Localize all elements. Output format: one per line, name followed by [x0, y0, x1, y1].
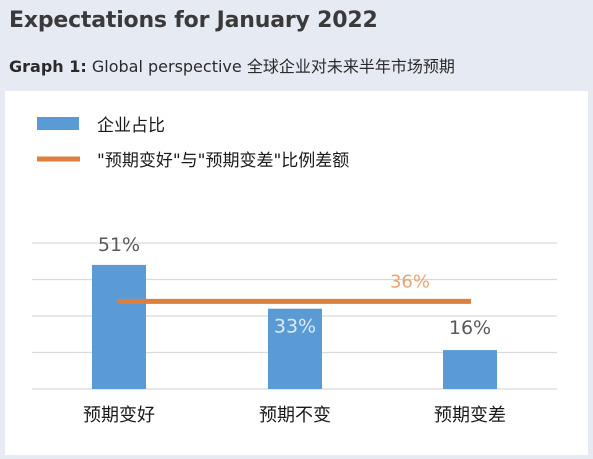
subtitle-lead: Graph 1:	[9, 57, 87, 76]
bar-data-label: 16%	[449, 317, 491, 339]
subtitle-text: Global perspective 全球企业对未来半年市场预期	[91, 57, 455, 76]
bar	[92, 264, 146, 389]
x-tick-label: 预期变差	[434, 405, 506, 426]
page-subtitle: Graph 1: Global perspective 全球企业对未来半年市场预…	[9, 53, 455, 77]
bar	[443, 350, 497, 389]
legend-swatch-bar	[37, 117, 79, 130]
page-title: Expectations for January 2022	[9, 8, 378, 33]
data-labels: 51% 33% 16% 36%	[98, 234, 491, 339]
bar	[268, 308, 322, 389]
bar-data-label: 51%	[98, 234, 140, 256]
legend-label-bar: 企业占比	[97, 116, 165, 136]
x-tick-label: 预期变好	[83, 405, 155, 426]
bars	[92, 264, 497, 389]
line-data-label: 36%	[390, 271, 430, 292]
bar-data-label: 33%	[274, 316, 316, 338]
x-axis: 预期变好 预期不变 预期变差	[83, 405, 506, 426]
legend: 企业占比 "预期变好"与"预期变差"比例差额	[37, 116, 349, 171]
x-tick-label: 预期不变	[259, 405, 331, 426]
legend-label-line: "预期变好"与"预期变差"比例差额	[97, 151, 349, 171]
